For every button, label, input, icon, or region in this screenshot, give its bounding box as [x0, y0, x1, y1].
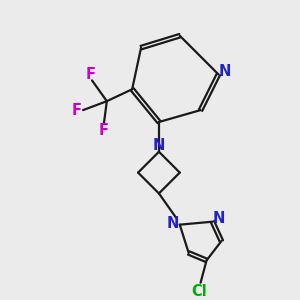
Text: N: N: [167, 216, 179, 231]
Text: N: N: [218, 64, 231, 79]
Text: N: N: [153, 138, 165, 153]
Text: F: F: [72, 103, 82, 118]
Text: N: N: [213, 211, 225, 226]
Text: F: F: [99, 123, 109, 138]
Text: Cl: Cl: [191, 284, 207, 298]
Text: F: F: [85, 67, 95, 82]
